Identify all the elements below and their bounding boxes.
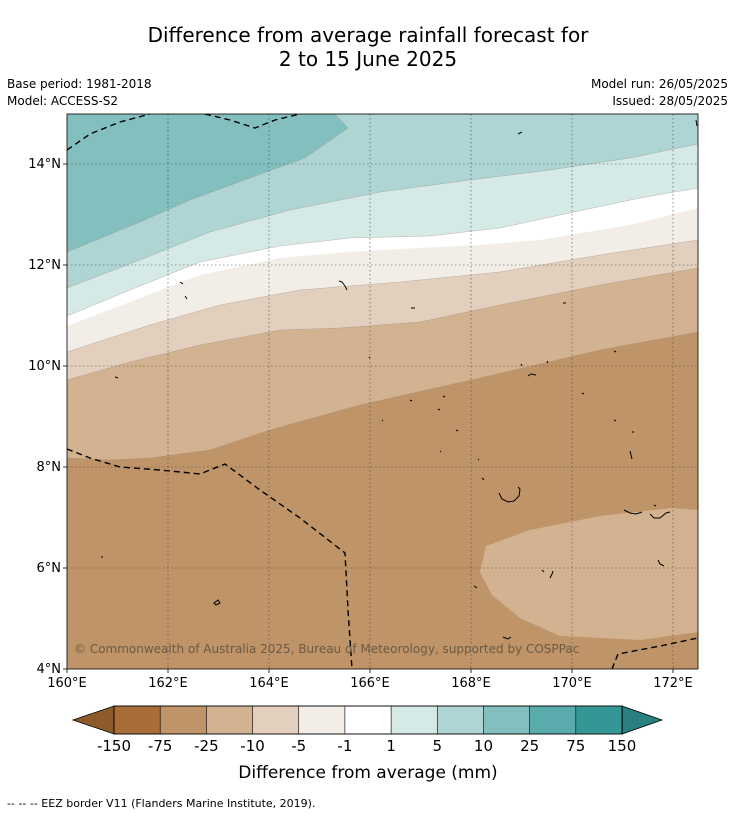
title-line-2: 2 to 15 June 2025 xyxy=(278,47,458,71)
lon-tick-label: 166°E xyxy=(350,676,390,691)
lat-tick-label: 8°N xyxy=(37,460,62,475)
colorbar-segment xyxy=(390,705,438,735)
colorbar-segment xyxy=(252,705,300,735)
colorbar-label: 75 xyxy=(566,737,585,755)
islands xyxy=(101,119,698,640)
copyright-notice: © Commonwealth of Australia 2025, Bureau… xyxy=(74,642,579,656)
lat-tick-label: 12°N xyxy=(28,258,61,273)
lon-tick-label: 168°E xyxy=(451,676,491,691)
colorbar-under-arrow xyxy=(71,705,115,735)
colorbar-label: -150 xyxy=(97,737,131,755)
dry-patch-southeast xyxy=(480,508,698,640)
lat-tick-label: 4°N xyxy=(37,662,62,677)
title-line-1: Difference from average rainfall forecas… xyxy=(147,23,589,47)
colorbar-label: 150 xyxy=(608,737,637,755)
colorbar-label: 25 xyxy=(520,737,539,755)
colorbar-label: -10 xyxy=(240,737,265,755)
lat-tick-label: 10°N xyxy=(28,359,61,374)
colorbar-segment xyxy=(529,705,577,735)
lon-tick-label: 172°E xyxy=(653,676,693,691)
colorbar-label: -1 xyxy=(337,737,352,755)
tick-marks xyxy=(63,163,674,673)
rainfall-field xyxy=(67,114,698,669)
colorbar-label: 5 xyxy=(432,737,442,755)
issued-date: Issued: 28/05/2025 xyxy=(612,94,728,108)
lon-tick-label: 162°E xyxy=(148,676,188,691)
eez-footnote: -- -- -- EEZ border V11 (Flanders Marine… xyxy=(7,797,316,810)
lat-tick-label: 14°N xyxy=(28,157,61,172)
colorbar-segment xyxy=(206,705,254,735)
colorbar-segment xyxy=(113,705,161,735)
colorbar-label: 10 xyxy=(474,737,493,755)
colorbar-label: -5 xyxy=(291,737,306,755)
colorbar-labels: -150 -75 -25 -10 -5 -1 1 5 10 25 75 150 xyxy=(97,737,636,755)
lat-tick-label: 6°N xyxy=(37,561,62,576)
colorbar-frame xyxy=(113,705,623,735)
band-10-to-25 xyxy=(67,114,348,252)
colorbar: -150 -75 -25 -10 -5 -1 1 5 10 25 75 150 Difference … xyxy=(71,705,664,783)
lon-tick-label: 170°E xyxy=(552,676,592,691)
longitude-axis: 160°E 162°E 164°E 166°E 168°E 170°E 172°… xyxy=(47,676,693,691)
lon-tick-label: 164°E xyxy=(249,676,289,691)
colorbar-segment xyxy=(436,705,485,735)
latitude-axis: 4°N 6°N 8°N 10°N 12°N 14°N xyxy=(28,157,61,677)
model-name: Model: ACCESS-S2 xyxy=(7,94,119,108)
model-run: Model run: 26/05/2025 xyxy=(590,77,728,91)
gridlines xyxy=(67,114,698,669)
colorbar-segment xyxy=(575,705,623,735)
lon-tick-label: 160°E xyxy=(47,676,87,691)
colorbar-over-arrow xyxy=(621,705,664,735)
colorbar-segment xyxy=(298,705,346,735)
colorbar-segment xyxy=(483,705,531,735)
colorbar-segment xyxy=(344,705,392,735)
colorbar-label: 1 xyxy=(386,737,396,755)
colorbar-segments xyxy=(113,705,623,735)
colorbar-segment xyxy=(159,705,207,735)
colorbar-title: Difference from average (mm) xyxy=(238,763,497,783)
base-period: Base period: 1981-2018 xyxy=(7,77,152,91)
colorbar-label: -25 xyxy=(194,737,219,755)
map-frame xyxy=(66,113,699,670)
colorbar-label: -75 xyxy=(148,737,173,755)
eez-borders xyxy=(67,114,698,669)
